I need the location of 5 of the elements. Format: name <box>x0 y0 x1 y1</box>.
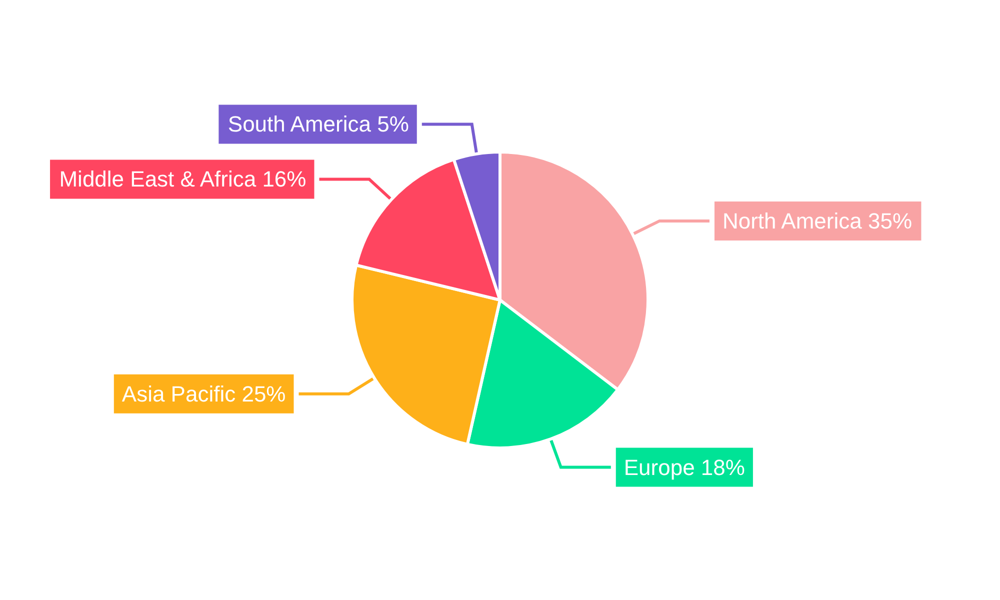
slice-label: Asia Pacific 25% <box>122 381 286 406</box>
slice-label: Middle East & Africa 16% <box>59 166 306 192</box>
slice-label: North America 35% <box>722 208 912 234</box>
slice-label: Europe 18% <box>624 454 745 480</box>
slice-label: South America 5% <box>228 112 409 137</box>
